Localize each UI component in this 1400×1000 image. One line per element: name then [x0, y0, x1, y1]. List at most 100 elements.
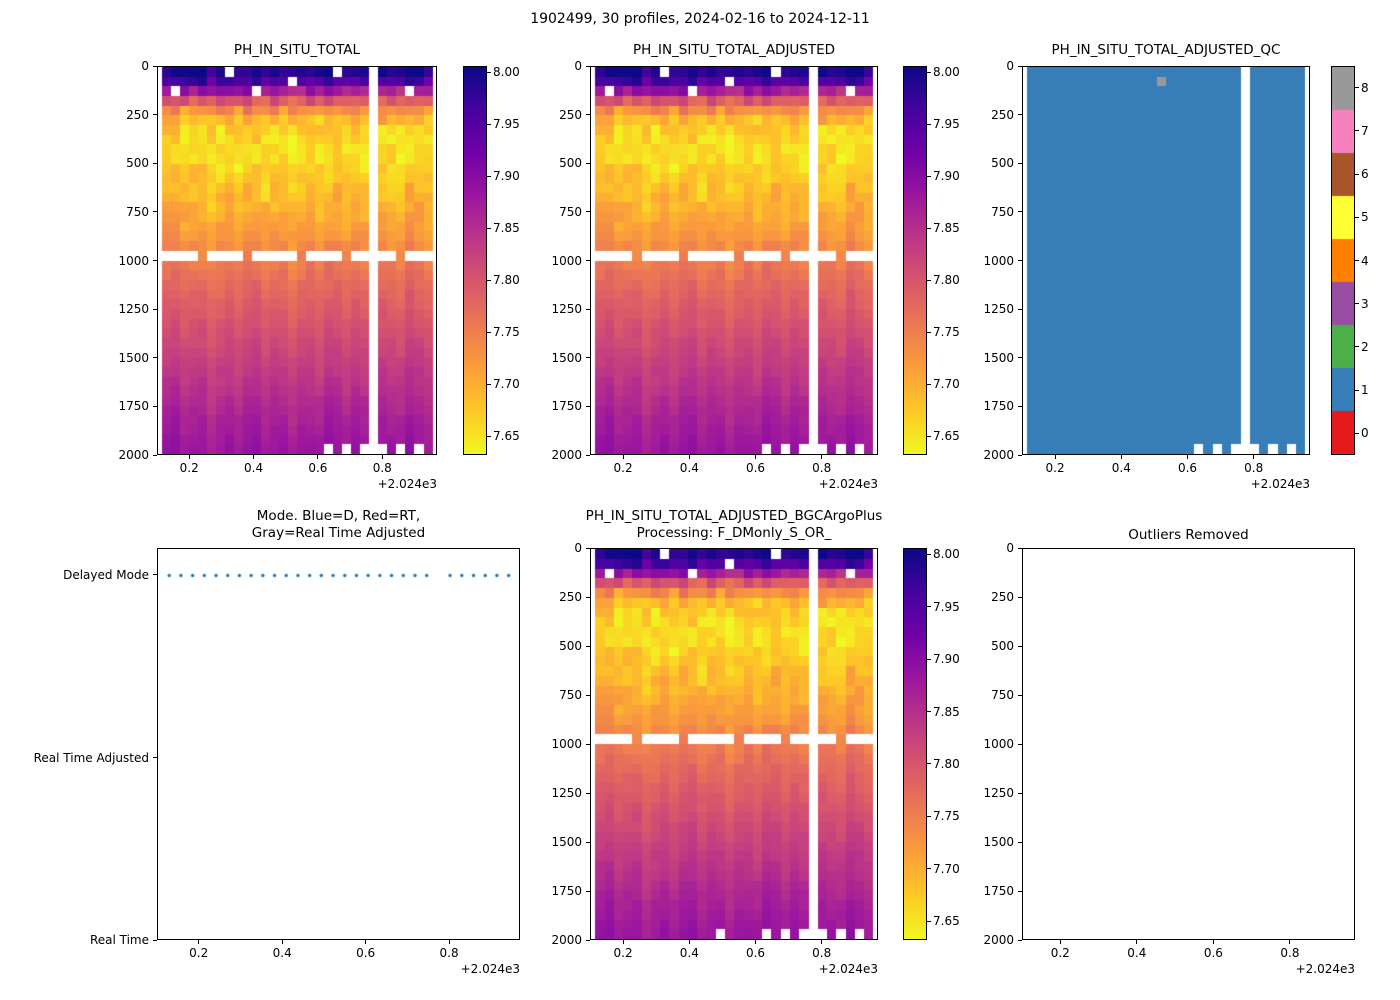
y-tick-label: 500: [559, 639, 582, 653]
tick-mark: [927, 331, 931, 333]
ph-total-heatmap-canvas: [158, 67, 436, 454]
tick-mark: [927, 175, 931, 177]
tick-mark: [1018, 939, 1022, 941]
tick-mark: [1018, 694, 1022, 696]
y-tick-label: 250: [559, 107, 582, 122]
tick-mark: [1018, 596, 1022, 598]
x-tick-label: 0.2: [613, 946, 633, 960]
tick-mark: [586, 792, 590, 794]
colorbar-tick-label: 8.00: [933, 65, 960, 80]
x-tick-label: 0.6: [1177, 461, 1198, 475]
tick-mark: [586, 596, 590, 598]
colorbar-tick-label: 8.00: [493, 65, 520, 80]
ph-adjusted-qc-plot: [1022, 66, 1310, 455]
tick-mark: [622, 455, 624, 459]
colorbar-tick-label: 7.75: [933, 809, 960, 824]
tick-mark: [1355, 346, 1359, 348]
tick-mark: [927, 868, 931, 870]
tick-mark: [487, 71, 491, 73]
y-tick-label: 2000: [983, 933, 1014, 947]
colorbar-tick-label: 7.75: [933, 325, 960, 340]
y-tick-label: 2000: [551, 448, 582, 462]
plot1-title: PH_IN_SITU_TOTAL: [233, 42, 361, 58]
tick-mark: [1018, 114, 1022, 116]
y-tick-label: 250: [559, 590, 582, 604]
qc-colorbar-tick-label: 7: [1361, 123, 1369, 138]
x-tick-label: 0.2: [613, 461, 633, 475]
tick-mark: [1355, 260, 1359, 261]
y-tick-label: 1750: [551, 399, 582, 414]
qc-colorbar-tick-label: 0: [1361, 426, 1369, 441]
x-tick-label: 0.4: [244, 461, 264, 475]
y-tick-label: 1000: [983, 737, 1014, 751]
qc-heatmap-canvas: [1023, 67, 1309, 454]
y-tick-label: 1500: [118, 350, 149, 365]
tick-mark: [1355, 216, 1359, 218]
y-tick-label: 1500: [551, 835, 582, 849]
qc-colorbar-tick-label: 8: [1361, 80, 1369, 95]
tick-mark: [688, 455, 690, 459]
y-tick-label: 1500: [983, 350, 1014, 365]
tick-mark: [1018, 645, 1022, 647]
tick-mark: [1059, 940, 1061, 944]
tick-mark: [153, 454, 157, 456]
tick-mark: [153, 405, 157, 407]
x-offset-label: +2.024e3: [818, 962, 878, 976]
tick-mark: [1355, 432, 1359, 434]
colorbar-tick-label: 7.65: [933, 914, 960, 929]
tick-mark: [487, 227, 491, 229]
tick-mark: [586, 405, 590, 407]
colorbar-tick-label: 7.80: [933, 756, 960, 771]
colorbar-tick-label: 7.70: [933, 861, 960, 876]
tick-mark: [253, 455, 255, 459]
ph-adjusted-plot: [590, 66, 878, 455]
tick-mark: [1355, 389, 1359, 391]
tick-mark: [1018, 357, 1022, 359]
y-tick-label: 1250: [551, 302, 582, 317]
plot6-title: Outliers Removed: [1128, 527, 1249, 543]
ph-adjusted-colorbar: [903, 66, 927, 455]
tick-mark: [755, 940, 757, 944]
tick-mark: [487, 435, 491, 437]
tick-mark: [1018, 65, 1022, 67]
x-tick-label: 0.2: [189, 946, 209, 960]
tick-mark: [1136, 940, 1138, 944]
x-tick-label: 0.4: [1127, 946, 1147, 960]
plot3-title: PH_IN_SITU_TOTAL_ADJUSTED_QC: [1051, 42, 1281, 58]
x-offset-label: +2.024e3: [818, 477, 878, 491]
tick-mark: [586, 357, 590, 359]
tick-mark: [1018, 743, 1022, 745]
y-tick-label: 500: [991, 156, 1014, 171]
colorbar-tick-label: 7.90: [933, 169, 960, 184]
tick-mark: [927, 658, 931, 660]
tick-mark: [487, 175, 491, 177]
tick-mark: [1018, 405, 1022, 407]
ph-total-colorbar-canvas: [464, 67, 486, 454]
x-tick-label: 0.2: [1045, 461, 1065, 475]
x-tick-label: 0.4: [679, 946, 699, 960]
ph-in-situ-total-plot: [157, 66, 437, 455]
y-tick-label: 2000: [551, 933, 582, 947]
qc-colorbar-canvas: [1332, 67, 1354, 454]
y-tick-label: 500: [559, 156, 582, 171]
tick-mark: [586, 162, 590, 164]
colorbar-tick-label: 7.70: [493, 377, 520, 392]
y-tick-label: 1500: [983, 835, 1014, 849]
tick-mark: [487, 383, 491, 385]
tick-mark: [153, 757, 157, 759]
x-offset-label: +2.024e3: [1250, 477, 1310, 491]
tick-mark: [153, 357, 157, 359]
y-tick-label: 1750: [551, 884, 582, 898]
tick-mark: [1253, 455, 1255, 459]
tick-mark: [586, 114, 590, 116]
tick-mark: [153, 114, 157, 116]
tick-mark: [1289, 940, 1291, 944]
tick-mark: [622, 940, 624, 944]
qc-colorbar-tick-label: 5: [1361, 210, 1369, 225]
tick-mark: [586, 645, 590, 647]
tick-mark: [927, 383, 931, 385]
x-offset-label: +2.024e3: [1295, 962, 1355, 976]
tick-mark: [487, 279, 491, 281]
y-tick-label: 250: [126, 107, 149, 122]
